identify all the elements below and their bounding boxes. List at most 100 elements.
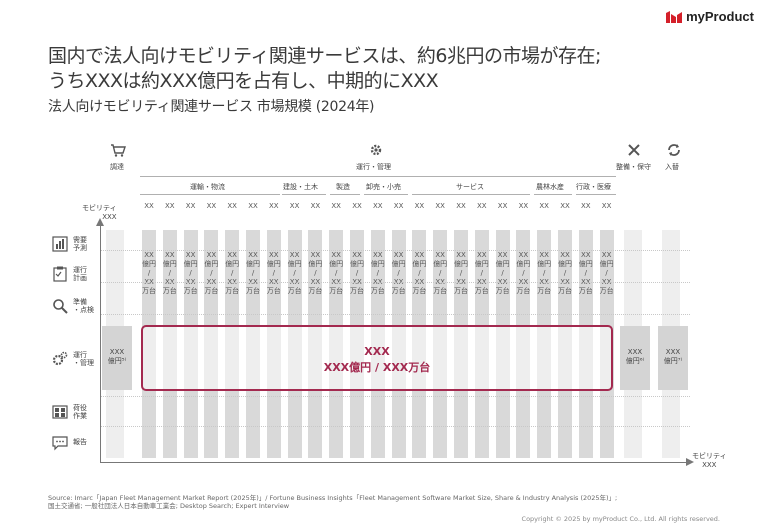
operate-bracket	[140, 176, 616, 177]
column-xx-label: XX	[456, 202, 466, 210]
column-cell-value: XX 億円 / XX 万台	[412, 251, 427, 295]
target-market-box: XXX XXX億円 / XXX万台	[141, 325, 613, 391]
sector-line	[282, 194, 326, 195]
grid-divider	[100, 314, 690, 315]
x-axis-label: モビリティ XXX	[692, 452, 727, 470]
chat-icon	[52, 436, 68, 451]
column-xx-label: XX	[518, 202, 529, 210]
tools-icon	[628, 144, 640, 156]
grid-divider	[100, 396, 690, 397]
column-xx-label: XX	[393, 202, 404, 210]
header-procure: 調達	[110, 163, 124, 171]
magnifier-icon	[53, 299, 68, 314]
column-cell-value: XX 億円 / XX 万台	[370, 251, 385, 295]
page-title: 国内で法人向けモビリティ関連サービスは、約6兆円の市場が存在; うちXXXは約X…	[48, 44, 601, 94]
x-axis-arrow-icon	[686, 458, 694, 466]
column-xx-label: XX	[289, 202, 300, 210]
clipboard-icon	[53, 266, 67, 282]
sector-line	[364, 194, 408, 195]
sector-line	[412, 194, 530, 195]
target-market-value: XXX億円 / XXX万台	[323, 361, 431, 374]
logo-mark-icon	[666, 10, 683, 23]
column-xx-label: XX	[206, 202, 217, 210]
sector-agriculture: 農林水産	[536, 183, 564, 191]
column-cell-value: XX 億円 / XX 万台	[558, 251, 572, 295]
column-xx-label: XX	[373, 202, 383, 210]
procure-value-box: XXX 億円⁵⁾	[102, 326, 132, 390]
source-line-1: Source: Imarc「Japan Fleet Management Mar…	[48, 494, 618, 502]
x-axis-line-1: モビリティ	[692, 452, 727, 460]
refresh-icon	[668, 144, 680, 156]
column-cell-value: XX 億円 / XX 万台	[204, 251, 219, 295]
sector-service: サービス	[456, 183, 484, 191]
sector-line	[330, 194, 360, 195]
column-cell-value: XX 億円 / XX 万台	[225, 251, 240, 295]
grid-divider	[100, 282, 690, 283]
y-axis-label: モビリティ XXX	[82, 204, 117, 222]
column-xx-label: XX	[165, 202, 175, 210]
column-cell-value: XX 億円 / XX 万台	[391, 251, 406, 295]
row-label-forecast: 需要 予測	[73, 236, 87, 252]
replace-value: XXX	[665, 348, 681, 356]
header-maintain: 整備・保守	[616, 163, 651, 171]
sector-manufacturing: 製造	[336, 183, 350, 191]
column-cell-value: XX 億円 / XX 万台	[516, 251, 531, 295]
column-cell-value: XX 億円 / XX 万台	[474, 251, 489, 295]
column-xx-label: XX	[331, 202, 341, 210]
y-axis-line	[100, 222, 101, 462]
source-line-2: 国土交通省; 一般社団法人日本自動車工業会; Desktop Search; E…	[48, 502, 290, 510]
gear-icon	[370, 144, 382, 156]
column-cell-value: XX 億円 / XX 万台	[454, 251, 468, 295]
page-subtitle: 法人向けモビリティ関連サービス 市場規模 (2024年)	[48, 99, 375, 115]
gears-icon	[52, 351, 68, 366]
column-xx-label: XX	[227, 202, 237, 210]
x-axis-line-2: XXX	[702, 461, 717, 469]
column-xx-label: XX	[497, 202, 508, 210]
grid-divider	[100, 426, 690, 427]
replace-unit: 億円⁷⁾	[663, 357, 683, 365]
column-cell-value: XX 億円 / XX 万台	[329, 251, 344, 295]
y-axis-line-1: モビリティ	[82, 204, 117, 212]
column-cell-value: XX 億円 / XX 万台	[287, 251, 302, 295]
column-xx-label: XX	[560, 202, 570, 210]
maintain-value-box: XXX 億円⁶⁾	[620, 326, 650, 390]
column-cell-value: XX 億円 / XX 万台	[266, 251, 281, 295]
sector-line	[140, 194, 280, 195]
column-xx-label: XX	[144, 202, 154, 210]
title-line-1: 国内で法人向けモビリティ関連サービスは、約6兆円の市場が存在;	[48, 45, 601, 67]
procure-unit: 億円⁵⁾	[107, 357, 127, 365]
column-cell-value: XX 億円 / XX 万台	[495, 251, 510, 295]
maintain-unit: 億円⁶⁾	[625, 357, 645, 365]
brand-name: myProduct	[686, 9, 754, 24]
column-xx-label: XX	[269, 202, 279, 210]
column-cell-value: XX 億円 / XX 万台	[537, 251, 552, 295]
column-xx-label: XX	[435, 202, 445, 210]
sector-logistics: 運輸・物流	[190, 183, 225, 191]
column-cell-value: XX 億円 / XX 万台	[142, 251, 156, 295]
bar-chart-icon	[52, 236, 68, 252]
header-replace: 入替	[665, 163, 679, 171]
warehouse-icon	[52, 405, 68, 419]
column-cell-value: XX 億円 / XX 万台	[162, 251, 177, 295]
column-xx-label: XX	[414, 202, 425, 210]
column-xx-label: XX	[185, 202, 196, 210]
y-axis-arrow-icon	[96, 218, 104, 226]
procure-value: XXX	[109, 348, 125, 356]
sector-retail: 卸売・小売	[366, 183, 401, 191]
row-label-planning: 運行 計画	[73, 266, 87, 282]
replace-value-box: XXX 億円⁷⁾	[658, 326, 688, 390]
sector-line	[576, 194, 616, 195]
row-label-inspection: 準備 ・点検	[73, 298, 94, 314]
target-market-title: XXX	[364, 345, 390, 358]
maintain-value: XXX	[627, 348, 643, 356]
copyright: Copyright © 2025 by myProduct Co., Ltd. …	[521, 515, 720, 523]
sector-construction: 建設・土木	[283, 183, 318, 191]
row-label-operation: 運行 ・管理	[73, 351, 94, 367]
column-xx-label: XX	[601, 202, 612, 210]
column-xx-label: XX	[477, 202, 487, 210]
column-xx-label: XX	[310, 202, 321, 210]
grid-divider	[100, 250, 690, 251]
row-label-report: 報告	[73, 438, 87, 446]
row-label-handling: 荷役 作業	[73, 404, 87, 420]
y-axis-line-2: XXX	[102, 213, 117, 221]
